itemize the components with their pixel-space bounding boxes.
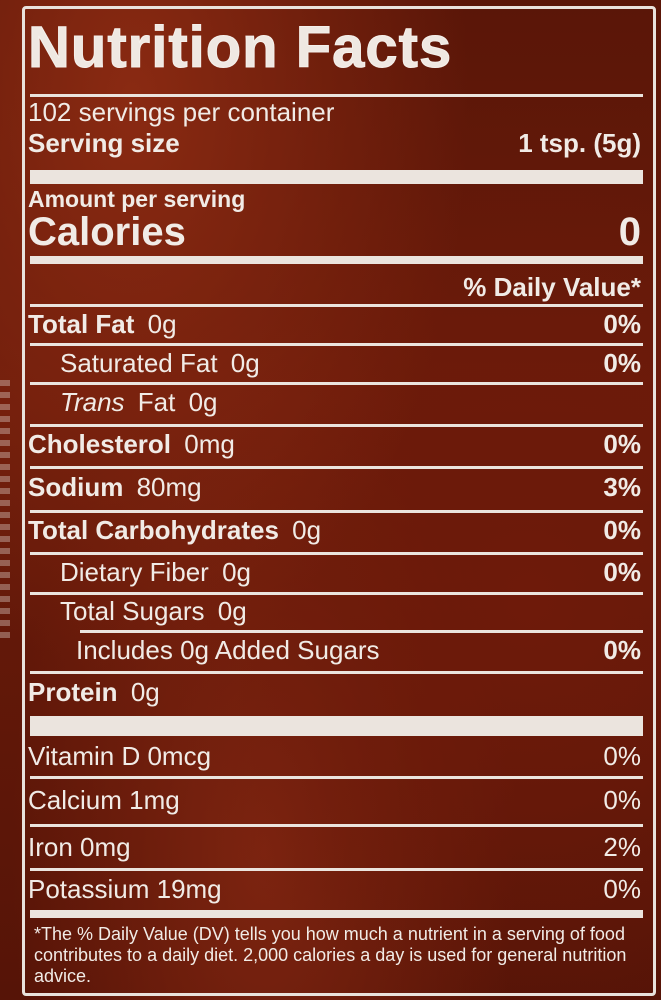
calories-label: Calories (28, 210, 186, 254)
nutrient-amount: 0mg (184, 429, 235, 459)
divider (30, 343, 643, 346)
nutrient-row: Dietary Fiber 0g 0% (28, 557, 641, 588)
divider (30, 510, 643, 513)
divider (30, 94, 643, 97)
nutrient-name: Trans (60, 387, 125, 417)
vitamin-text: Calcium 1mg (28, 785, 180, 815)
servings-per-container: 102 servings per container (28, 97, 335, 127)
nutrient-name: Total Sugars (60, 596, 205, 626)
side-print-decoration (0, 380, 10, 640)
nutrient-name: Includes 0g Added Sugars (76, 635, 380, 665)
nutrient-dv: 0% (603, 635, 641, 665)
nutrient-name: Total Fat (28, 309, 135, 339)
vitamin-text: Vitamin D 0mcg (28, 741, 212, 771)
nutrient-dv: 0% (603, 557, 641, 587)
nutrient-amount: 0g (222, 557, 251, 587)
nutrient-row: Total Fat 0g 0% (28, 309, 641, 340)
divider (80, 630, 643, 633)
nutrient-name-suffix: Fat (137, 387, 176, 417)
vitamin-row: Calcium 1mg 0% (28, 785, 641, 816)
divider (30, 552, 643, 555)
nutrient-name: Sodium (28, 472, 124, 502)
divider (30, 592, 643, 595)
nutrient-name: Cholesterol (28, 429, 172, 459)
nutrient-name: Dietary Fiber (60, 557, 209, 587)
divider-medium (30, 910, 643, 918)
nutrient-amount: 0g (217, 596, 247, 626)
vitamin-row: Iron 0mg 2% (28, 832, 641, 863)
daily-value-header: % Daily Value* (463, 272, 641, 302)
nutrient-row: Saturated Fat 0g 0% (28, 348, 641, 379)
vitamin-row: Vitamin D 0mcg 0% (28, 741, 641, 772)
calories-value: 0 (618, 210, 641, 254)
divider (30, 424, 643, 427)
divider-thick (30, 170, 643, 184)
nutrient-name: Protein (28, 677, 118, 707)
divider (30, 466, 643, 469)
divider (30, 304, 643, 307)
serving-size-row: Serving size 1 tsp. (5g) (28, 128, 641, 159)
divider (30, 824, 643, 827)
vitamin-dv: 2% (603, 832, 641, 862)
nutrient-name: Total Carbohydrates (28, 515, 279, 545)
divider (30, 776, 643, 779)
nutrient-row: Sodium 80mg 3% (28, 472, 641, 503)
label-title: Nutrition Facts (28, 15, 453, 81)
vitamin-text: Iron 0mg (28, 832, 131, 862)
divider (30, 868, 643, 871)
nutrient-amount: 0g (147, 309, 177, 339)
nutrient-name: Saturated Fat (60, 348, 218, 378)
nutrient-row: Total Sugars 0g (28, 596, 641, 627)
vitamin-text: Potassium 19mg (28, 874, 222, 904)
nutrient-row: Protein 0g (28, 677, 641, 708)
vitamin-dv: 0% (603, 741, 641, 771)
nutrient-dv: 3% (603, 472, 641, 502)
amount-per-serving: Amount per serving (28, 186, 246, 212)
vitamin-row: Potassium 19mg 0% (28, 874, 641, 905)
serving-size-label: Serving size (28, 128, 180, 158)
serving-size-value: 1 tsp. (5g) (518, 128, 641, 158)
nutrient-dv: 0% (603, 429, 641, 459)
nutrient-dv: 0% (603, 515, 641, 545)
calories-row: Calories 0 (28, 210, 641, 255)
divider (30, 382, 643, 385)
vitamin-dv: 0% (603, 874, 641, 904)
nutrient-dv: 0% (603, 348, 641, 378)
divider-thick (30, 716, 643, 736)
nutrient-row: Total Carbohydrates 0g 0% (28, 515, 641, 546)
nutrient-dv: 0% (603, 309, 641, 339)
footnote: *The % Daily Value (DV) tells you how mu… (34, 924, 627, 986)
divider (30, 671, 643, 674)
nutrient-amount: 80mg (136, 472, 202, 502)
nutrient-row: Includes 0g Added Sugars 0% (28, 635, 641, 666)
nutrient-row: Cholesterol 0mg 0% (28, 429, 641, 460)
nutrient-amount: 0g (130, 677, 160, 707)
vitamin-dv: 0% (603, 785, 641, 815)
nutrient-row: Trans Fat 0g (28, 387, 641, 418)
nutrient-amount: 0g (230, 348, 260, 378)
nutrient-amount: 0g (292, 515, 322, 545)
nutrient-amount: 0g (188, 387, 218, 417)
divider-medium (30, 256, 643, 264)
nutrition-label-panel (22, 6, 656, 996)
